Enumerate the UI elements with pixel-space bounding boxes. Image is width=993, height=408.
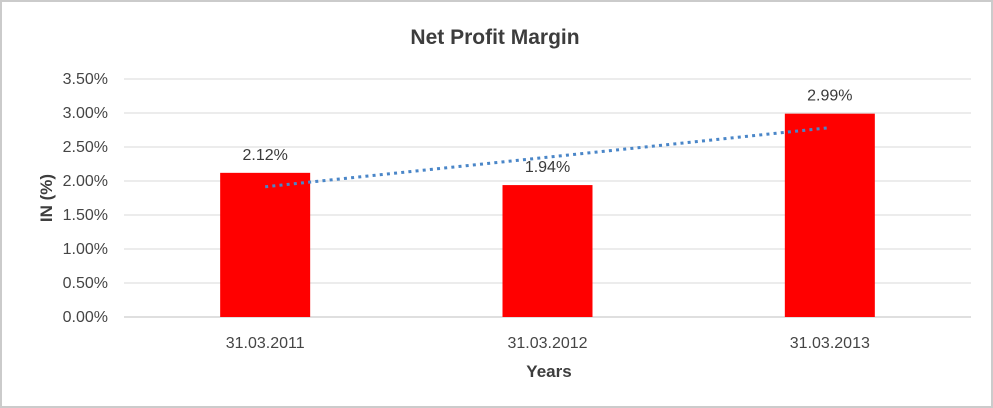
y-tick-label: 2.00% [63,173,108,190]
x-tick-label: 31.03.2011 [226,335,305,352]
y-tick-label: 3.50% [63,71,108,88]
y-tick-label: 0.00% [63,309,108,326]
y-tick-label: 0.50% [63,275,108,292]
trendline [265,126,830,189]
y-tick-label: 2.50% [63,139,108,156]
bar [502,185,593,317]
x-axis-title: Years [526,362,572,381]
bar-value-label: 2.99% [807,88,852,105]
y-tick-label: 1.00% [63,241,108,258]
y-tick-label: 1.50% [63,207,108,224]
x-tick-label: 31.03.2012 [507,335,587,352]
chart-title: Net Profit Margin [410,26,580,49]
y-tick-label: 3.00% [63,105,108,122]
x-tick-label: 31.03.2013 [790,335,870,352]
bar-value-label: 2.12% [242,147,287,164]
bar-value-label: 1.94% [525,159,570,176]
bar [220,172,311,317]
bar [784,113,875,318]
